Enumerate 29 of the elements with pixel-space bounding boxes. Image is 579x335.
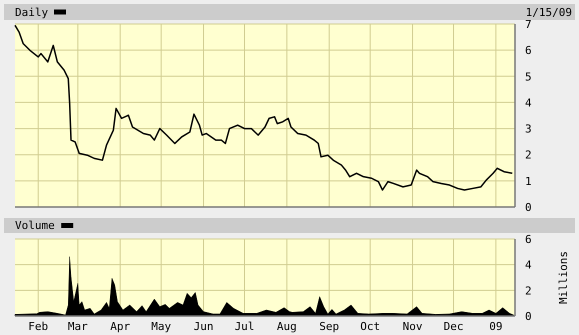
x-tick-label: Feb xyxy=(28,320,48,333)
legend-label: Volume xyxy=(15,219,55,232)
x-tick-label: Dec xyxy=(444,320,464,333)
line-series xyxy=(14,24,514,191)
x-tick-label: Jun xyxy=(194,320,214,333)
x-tick-label: May xyxy=(151,320,172,333)
x-tick-label: 09 xyxy=(489,320,502,333)
y-axis-title: Millions xyxy=(557,251,570,304)
y-tick-label: 0 xyxy=(525,201,532,214)
y-tick-label: 2 xyxy=(525,284,532,298)
x-tick-label: Aug xyxy=(276,320,297,333)
y-tick-label: 7 xyxy=(525,18,532,31)
y-tick-label: 1 xyxy=(525,174,532,188)
y-tick-label: 4 xyxy=(525,96,532,110)
x-tick-label: Oct xyxy=(360,320,380,333)
legend-label: Daily xyxy=(15,6,48,19)
x-tick-label: Mar xyxy=(68,320,88,333)
y-tick-label: 6 xyxy=(525,44,532,58)
text: 1/15/09 xyxy=(526,6,572,19)
x-tick-label: Jul xyxy=(234,320,254,333)
y-tick-label: 0 xyxy=(525,310,532,323)
y-tick-label: 3 xyxy=(525,122,532,136)
x-tick-label: Sep xyxy=(319,320,340,333)
y-tick-label: 2 xyxy=(525,148,532,162)
y-tick-label: 6 xyxy=(525,233,532,246)
y-tick-label: 4 xyxy=(525,258,532,272)
y-tick-label: 5 xyxy=(525,70,532,84)
x-tick-label: Apr xyxy=(110,320,130,333)
x-tick-label: Nov xyxy=(402,320,423,333)
